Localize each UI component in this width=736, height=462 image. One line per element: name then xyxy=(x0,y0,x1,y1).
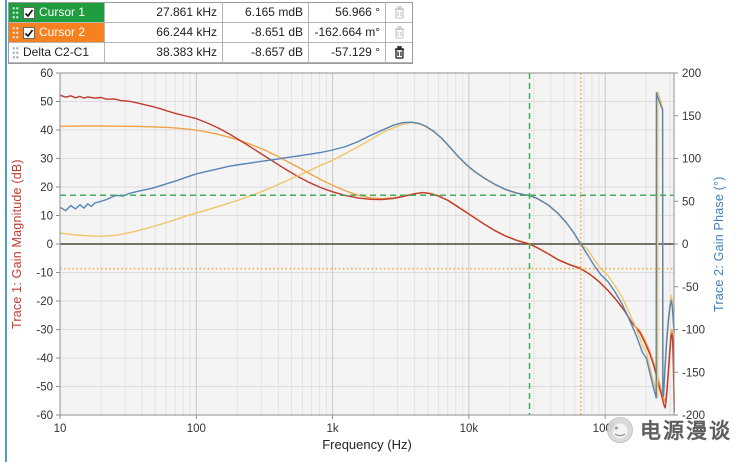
cursor1-frequency-value: 27.861 kHz xyxy=(105,3,223,23)
delta-frequency-value: 38.383 kHz xyxy=(105,43,223,63)
y-right-tick-label: 50 xyxy=(682,196,695,208)
y-left-tick-label: 30 xyxy=(40,154,53,166)
cursor2-magnitude-value: -8.651 dB xyxy=(223,23,309,43)
y-right-tick-label: -100 xyxy=(682,325,705,337)
delta-row-header[interactable]: Delta C2-C1 xyxy=(9,43,105,63)
drag-handle-icon[interactable] xyxy=(12,25,19,40)
trace-trace-1-gain-magnitude xyxy=(59,94,675,413)
cursor-table: Cursor 1 27.861 kHz 6.165 mdB 56.966 ° C… xyxy=(8,2,413,64)
watermark-logo-icon xyxy=(607,417,633,443)
delta-phase-value: -57.129 ° xyxy=(309,43,386,63)
delta-label: Delta C2-C1 xyxy=(23,45,90,59)
y-right-tick-label: 0 xyxy=(682,239,688,251)
cursor1-delete-button[interactable] xyxy=(386,3,412,23)
delta-magnitude-value: -8.657 dB xyxy=(223,43,309,63)
y-left-tick-label: 40 xyxy=(40,125,53,137)
y-right-tick-label: -50 xyxy=(682,282,699,294)
drag-handle-icon[interactable] xyxy=(12,5,19,20)
y-left-tick-label: -50 xyxy=(36,382,53,394)
cursor1-phase-value: 56.966 ° xyxy=(309,3,386,23)
x-axis-title: Frequency (Hz) xyxy=(322,437,412,452)
cursor2-frequency-value: 66.244 kHz xyxy=(105,23,223,43)
x-tick-label: 10k xyxy=(460,423,479,435)
window-edge xyxy=(5,0,7,462)
cursor1-label: Cursor 1 xyxy=(39,5,86,19)
y-left-tick-label: 50 xyxy=(40,97,53,109)
watermark: 电源漫谈 xyxy=(606,415,732,445)
trash-icon xyxy=(394,6,404,19)
y-right-tick-label: -150 xyxy=(682,367,705,379)
y-left-tick-label: 0 xyxy=(47,239,53,251)
y-right-tick-label: 100 xyxy=(682,154,701,166)
y-left-tick-label: -40 xyxy=(36,353,53,365)
x-tick-label: 100 xyxy=(187,423,206,435)
x-tick-label: 1k xyxy=(326,423,338,435)
y-left-tick-label: -30 xyxy=(36,325,53,337)
trash-icon xyxy=(394,46,404,59)
trash-icon xyxy=(394,26,404,39)
y-axis-left-title: Trace 1: Gain Magnitude (dB) xyxy=(10,159,24,329)
trace-trace-2-gain-phase xyxy=(59,92,675,399)
cursor2-checkbox[interactable] xyxy=(23,26,35,39)
drag-handle-icon[interactable] xyxy=(12,45,19,60)
y-left-tick-label: 60 xyxy=(40,68,53,80)
y-axis-right-title: Trace 2: Gain Phase (°) xyxy=(712,176,726,312)
y-left-tick-label: -20 xyxy=(36,296,53,308)
check-icon xyxy=(24,28,34,37)
cursor2-delete-button[interactable] xyxy=(386,23,412,43)
cursor2-phase-value: -162.664 m° xyxy=(309,23,386,43)
check-icon xyxy=(24,8,34,17)
watermark-text: 电源漫谈 xyxy=(640,420,732,443)
bode-chart[interactable]: 6050403020100-10-20-30-40-50-60200150100… xyxy=(0,62,736,462)
y-left-tick-label: 20 xyxy=(40,182,53,194)
cursor2-row-header[interactable]: Cursor 2 xyxy=(9,23,105,43)
cursor1-checkbox[interactable] xyxy=(23,6,35,19)
y-left-tick-label: -10 xyxy=(36,268,53,280)
y-right-tick-label: 200 xyxy=(682,68,701,80)
y-right-tick-label: 150 xyxy=(682,111,701,123)
cursor2-label: Cursor 2 xyxy=(39,25,86,39)
cursor1-row-header[interactable]: Cursor 1 xyxy=(9,3,105,23)
y-left-tick-label: -60 xyxy=(36,410,53,422)
x-tick-label: 10 xyxy=(54,423,67,435)
y-right-tick-label: -200 xyxy=(682,410,705,422)
cursor1-magnitude-value: 6.165 mdB xyxy=(223,3,309,23)
delta-delete-button[interactable] xyxy=(386,43,412,63)
y-left-tick-label: 10 xyxy=(40,211,53,223)
